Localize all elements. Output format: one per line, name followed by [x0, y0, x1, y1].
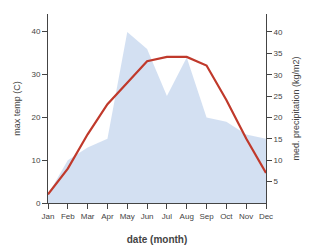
svg-text:15: 15	[274, 135, 283, 144]
svg-text:Oct: Oct	[220, 212, 233, 221]
svg-text:med. precipitation (kg/m2): med. precipitation (kg/m2)	[291, 56, 301, 160]
svg-text:20: 20	[274, 113, 283, 122]
svg-text:Apr: Apr	[101, 212, 114, 221]
svg-text:30: 30	[31, 70, 40, 79]
svg-text:0: 0	[36, 199, 41, 208]
svg-text:10: 10	[31, 156, 40, 165]
svg-text:Jul: Jul	[162, 212, 172, 221]
svg-text:Aug: Aug	[180, 212, 194, 221]
svg-text:40: 40	[31, 27, 40, 36]
svg-text:20: 20	[31, 113, 40, 122]
svg-text:Nov: Nov	[239, 212, 253, 221]
svg-text:30: 30	[274, 71, 283, 80]
svg-text:max temp (C): max temp (C)	[12, 81, 22, 136]
svg-text:35: 35	[274, 49, 283, 58]
svg-text:May: May	[120, 212, 135, 221]
svg-text:5: 5	[274, 177, 279, 186]
svg-text:Sep: Sep	[199, 212, 214, 221]
svg-text:10: 10	[274, 156, 283, 165]
svg-text:40: 40	[274, 28, 283, 37]
svg-text:date (month): date (month)	[127, 234, 188, 245]
svg-text:Jun: Jun	[141, 212, 154, 221]
svg-text:Jan: Jan	[42, 212, 55, 221]
svg-text:Feb: Feb	[61, 212, 75, 221]
svg-text:25: 25	[274, 92, 283, 101]
svg-text:Dec: Dec	[259, 212, 273, 221]
svg-text:Mar: Mar	[81, 212, 95, 221]
